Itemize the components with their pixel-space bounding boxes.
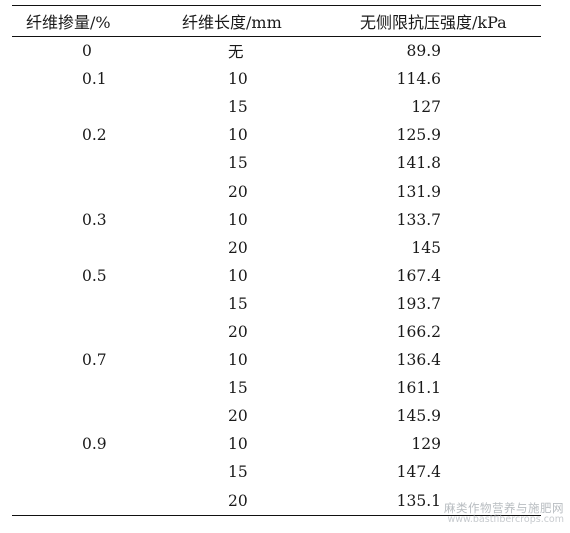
cell-fiber-content [12, 458, 162, 486]
table-row: 20 166.2 [12, 318, 541, 346]
table-row: 20 145.9 [12, 402, 541, 430]
table-row: 20 131.9 [12, 177, 541, 205]
cell-ucs: 136.4 [396, 351, 441, 370]
cell-fiber-length: 20 [228, 238, 248, 257]
top-rule [12, 5, 541, 6]
table-row: 0.9 10 129 [12, 430, 541, 458]
table-row: 15 193.7 [12, 290, 541, 318]
table-body: 0 无 89.9 0.1 10 114.6 15 127 0.2 10 125.9 15 141.8 20… [12, 37, 541, 515]
cell-fiber-length: 10 [228, 351, 248, 370]
cell-ucs: 89.9 [406, 42, 441, 61]
cell-fiber-content [12, 402, 162, 430]
header-rule [12, 36, 541, 37]
cell-fiber-length: 10 [228, 126, 248, 145]
cell-fiber-length: 15 [228, 379, 248, 398]
cell-ucs: 114.6 [396, 70, 441, 89]
table-row: 0.3 10 133.7 [12, 206, 541, 234]
table-header: 纤维掺量/% 纤维长度/mm 无侧限抗压强度/kPa [12, 6, 541, 36]
cell-fiber-content [12, 234, 162, 262]
cell-ucs: 131.9 [396, 182, 441, 201]
cell-ucs: 129 [411, 435, 441, 454]
cell-ucs: 193.7 [396, 294, 441, 313]
cell-ucs: 166.2 [396, 322, 441, 341]
cell-fiber-content [12, 290, 162, 318]
cell-fiber-content: 0.9 [82, 435, 107, 454]
cell-fiber-length: 10 [228, 266, 248, 285]
watermark-title: 麻类作物营养与施肥网 [444, 500, 564, 515]
table-row: 0.5 10 167.4 [12, 262, 541, 290]
cell-fiber-length: 15 [228, 294, 248, 313]
cell-fiber-content: 0.7 [82, 351, 107, 370]
cell-fiber-length: 20 [228, 182, 248, 201]
header-fiber-content: 纤维掺量/% [26, 13, 111, 32]
cell-fiber-length: 10 [228, 210, 248, 229]
watermark: 麻类作物营养与施肥网 www.bastfibercrops.com [444, 502, 564, 525]
data-table: 纤维掺量/% 纤维长度/mm 无侧限抗压强度/kPa 0 无 89.9 0.1 10 11… [12, 5, 541, 516]
cell-ucs: 135.1 [396, 491, 441, 510]
table-row: 15 161.1 [12, 374, 541, 402]
cell-fiber-length: 15 [228, 154, 248, 173]
strength-table-body: 0 无 89.9 0.1 10 114.6 15 127 0.2 10 125.9 15 141.8 20… [12, 37, 541, 515]
cell-fiber-length: 无 [228, 43, 244, 62]
cell-fiber-length: 20 [228, 322, 248, 341]
cell-ucs: 167.4 [396, 266, 441, 285]
strength-table: 纤维掺量/% 纤维长度/mm 无侧限抗压强度/kPa [12, 6, 541, 36]
cell-ucs: 127 [411, 98, 441, 117]
cell-ucs: 125.9 [396, 126, 441, 145]
cell-ucs: 133.7 [396, 210, 441, 229]
cell-fiber-length: 10 [228, 70, 248, 89]
watermark-url: www.bastfibercrops.com [447, 513, 564, 525]
bottom-rule [12, 514, 541, 516]
table-row: 0.1 10 114.6 [12, 65, 541, 93]
cell-ucs: 145.9 [396, 407, 441, 426]
cell-fiber-content: 0.2 [82, 126, 107, 145]
cell-fiber-content: 0 [82, 42, 92, 61]
header-ucs: 无侧限抗压强度/kPa [360, 13, 507, 32]
cell-ucs: 145 [411, 238, 441, 257]
cell-fiber-content [12, 149, 162, 177]
cell-fiber-content [12, 374, 162, 402]
table-row: 15 127 [12, 93, 541, 121]
cell-ucs: 141.8 [396, 154, 441, 173]
table-row: 20 145 [12, 234, 541, 262]
table-row: 20 135.1 [12, 487, 541, 515]
cell-fiber-content [12, 318, 162, 346]
cell-fiber-content [12, 93, 162, 121]
cell-ucs: 161.1 [396, 379, 441, 398]
cell-fiber-length: 15 [228, 463, 248, 482]
cell-fiber-content [12, 487, 162, 515]
cell-fiber-content: 0.3 [82, 210, 107, 229]
cell-fiber-length: 10 [228, 435, 248, 454]
cell-fiber-length: 20 [228, 407, 248, 426]
cell-fiber-content: 0.5 [82, 266, 107, 285]
cell-fiber-content: 0.1 [82, 70, 107, 89]
table-row: 0 无 89.9 [12, 37, 541, 65]
table-row: 15 147.4 [12, 458, 541, 486]
table-row: 0.2 10 125.9 [12, 121, 541, 149]
header-fiber-length: 纤维长度/mm [182, 13, 282, 32]
cell-fiber-content [12, 177, 162, 205]
cell-ucs: 147.4 [396, 463, 441, 482]
header-row: 纤维掺量/% 纤维长度/mm 无侧限抗压强度/kPa [12, 6, 541, 36]
table-row: 15 141.8 [12, 149, 541, 177]
cell-fiber-length: 20 [228, 491, 248, 510]
table-row: 0.7 10 136.4 [12, 346, 541, 374]
cell-fiber-length: 15 [228, 98, 248, 117]
